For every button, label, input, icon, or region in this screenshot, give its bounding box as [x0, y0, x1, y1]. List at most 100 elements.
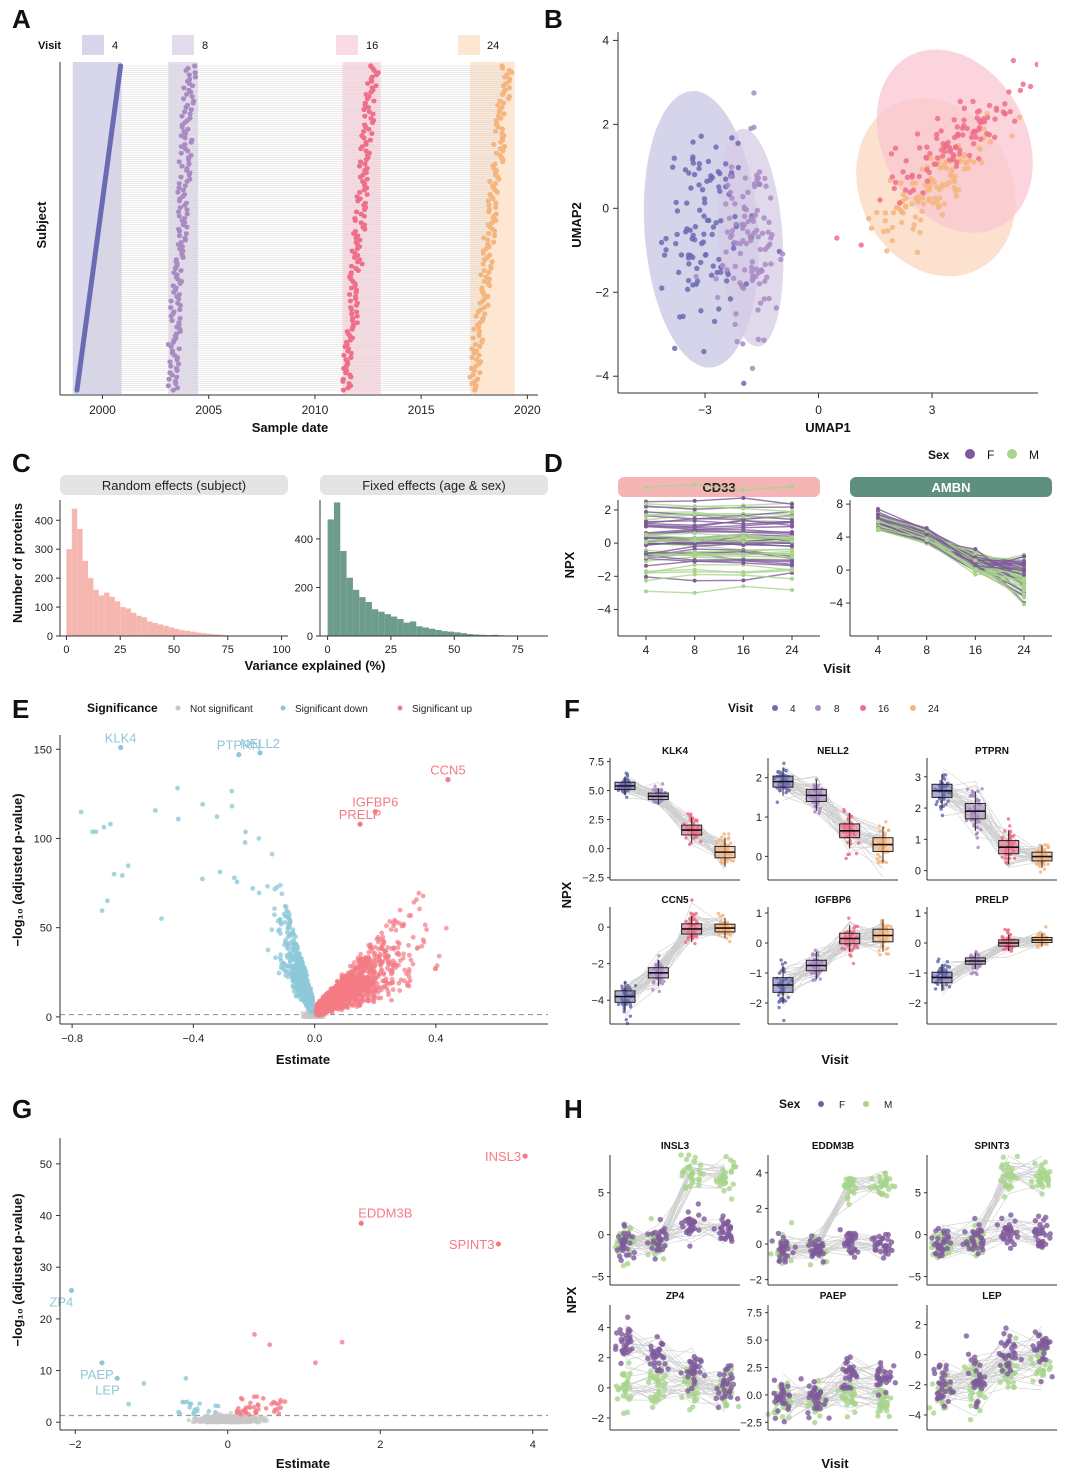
panel-a-point-visit-16	[369, 130, 375, 137]
panel-e-point-significant-up	[398, 958, 403, 963]
panel-b-point-visit-4	[674, 208, 681, 214]
panel-b-point-visit-24	[971, 159, 977, 165]
panel-b-point-visit-24	[865, 215, 872, 222]
panel-b-point-visit-24	[914, 249, 921, 255]
panel-e-point-significant-up	[347, 985, 353, 991]
panel-e-point-significant-up	[443, 925, 449, 931]
panel-b-point-visit-24	[952, 173, 958, 180]
panel-a-point-visit-8	[168, 363, 174, 369]
panel-c1-bar	[168, 627, 174, 636]
panel-a-point-visit-16	[359, 261, 365, 267]
panel-b-point-visit-4	[714, 269, 720, 276]
panel-b-point-visit-8	[743, 207, 749, 213]
panel-f-nell2-point-visit-8	[818, 806, 823, 811]
panel-e-point-significant-up	[360, 985, 366, 990]
panel-d1-point	[692, 512, 697, 517]
panel-a-point-visit-16	[346, 380, 352, 387]
panel-a-point-visit-8	[181, 128, 187, 134]
panel-e-point-significant-up	[417, 906, 422, 912]
panel-a-point-visit-8	[188, 152, 194, 158]
panel-a-legend-label-8: 8	[202, 40, 208, 52]
panel-e-point-significant-down	[231, 875, 237, 881]
panel-d1-y-tick-label: −4	[597, 602, 611, 616]
panel-c1-bar	[152, 622, 158, 636]
panel-e-point-significant-down	[289, 963, 295, 969]
panel-a-point-visit-24	[468, 365, 475, 371]
panel-e-point-significant-down	[302, 972, 308, 978]
panel-a-point-visit-16	[358, 219, 364, 226]
panel-a-point-visit-16	[362, 122, 368, 128]
panel-b-point-visit-4	[686, 261, 692, 267]
panel-b-point-visit-4	[697, 259, 704, 266]
panel-e-point-significant-down	[283, 937, 288, 943]
panel-e-point-significant-up	[406, 913, 412, 919]
panel-b-point-visit-4	[713, 144, 719, 150]
panel-f-klk4-y-tick-label: 2.5	[589, 815, 604, 827]
panel-e-point-significant-down	[250, 885, 256, 891]
panel-a-point-visit-8	[192, 74, 199, 80]
panel-e-point-ptprn	[236, 752, 242, 758]
panel-a-point-visit-8	[182, 141, 188, 147]
panel-e-point-significant-down	[283, 904, 289, 910]
panel-e-point-significant-up	[336, 998, 342, 1004]
panel-e-legend: Significance Not significant Significant…	[87, 701, 472, 715]
panel-b-point-visit-8	[749, 259, 756, 265]
panel-a-point-visit-24	[491, 239, 497, 245]
panel-c2-bar	[460, 633, 467, 636]
panel-e-point-significant-up	[414, 897, 419, 903]
panel-a-point-visit-8	[189, 137, 195, 143]
panel-d1-point	[644, 513, 648, 518]
panel-b-point-visit-4	[729, 135, 735, 141]
panel-b-point-visit-16	[910, 187, 917, 193]
panel-e-label-nell2: NELL2	[240, 736, 280, 751]
panel-e-point-significant-down	[78, 809, 84, 815]
panel-a-point-visit-16	[354, 309, 360, 315]
panel-d2-point	[973, 567, 978, 572]
panel-d2-point	[973, 547, 978, 552]
panel-e-point-significant-up	[360, 994, 365, 1000]
panel-b-point-visit-4	[684, 200, 690, 206]
panel-a-point-visit-16	[354, 319, 360, 326]
panel-d1-point	[692, 516, 697, 521]
panel-e-point-significant-up	[392, 960, 398, 966]
panel-a-point-visit-8	[176, 319, 182, 326]
panel-a-point-visit-8	[179, 113, 185, 119]
panel-a-point-visit-24	[485, 222, 491, 228]
panel-a-point-visit-8	[176, 159, 182, 165]
panel-b-point-visit-8	[754, 207, 761, 214]
panel-a-point-visit-8	[185, 65, 191, 71]
panel-a-point-visit-8	[178, 132, 184, 139]
panel-d1-subject-line	[645, 521, 793, 529]
panel-c1-x-tick-label: 50	[168, 644, 180, 656]
panel-b-point-visit-4	[722, 176, 729, 182]
panel-d1-subject-line	[645, 585, 793, 594]
panel-d1-point	[741, 558, 746, 563]
panel-e-point-significant-up	[389, 997, 394, 1003]
panel-b-point-visit-16	[984, 114, 991, 121]
panel-d1-x-tick-label: 24	[785, 643, 799, 657]
panel-d1-point	[692, 504, 697, 509]
panel-b-point-visit-16	[926, 169, 932, 176]
panel-c1-bar	[120, 607, 126, 636]
panel-a-point-visit-24	[479, 285, 485, 291]
panel-e-point-significant-down	[298, 997, 304, 1003]
panel-e-point-significant-up	[385, 980, 390, 986]
panel-c2-bar	[441, 631, 448, 636]
panel-c1-bar	[211, 634, 218, 636]
panel-e-point-significant-up	[375, 986, 381, 991]
panel-a-point-visit-24	[491, 233, 498, 239]
panel-a-point-visit-16	[362, 161, 368, 167]
panel-a-point-visit-16	[348, 304, 354, 310]
panel-e-point-significant-up	[410, 961, 416, 967]
panel-c2-bar	[327, 519, 334, 636]
panel-c1-bar	[136, 615, 142, 636]
panel-b-point-visit-24	[874, 209, 880, 216]
panel-a-point-visit-16	[350, 322, 357, 328]
panel-c1-y-tick-label: 400	[35, 515, 53, 527]
panel-b-point-visit-4	[692, 223, 699, 230]
panel-d1-subject-line	[645, 542, 793, 555]
panel-a-point-visit-24	[499, 126, 506, 132]
panel-e-point-significant-down	[105, 898, 110, 904]
panel-e-point-significant-up	[366, 949, 372, 955]
